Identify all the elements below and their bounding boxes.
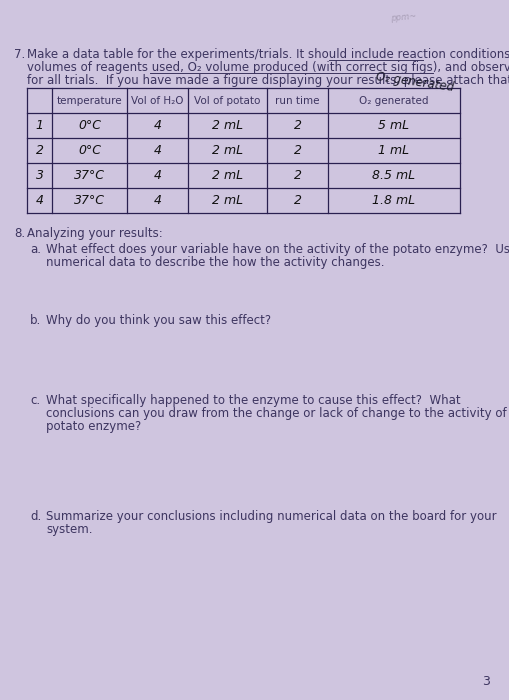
Text: 1: 1 bbox=[36, 119, 43, 132]
Text: 4: 4 bbox=[153, 144, 161, 157]
Text: a.: a. bbox=[30, 243, 41, 256]
Text: system.: system. bbox=[46, 523, 92, 536]
Text: b.: b. bbox=[30, 314, 41, 327]
Text: potato enzyme?: potato enzyme? bbox=[46, 420, 141, 433]
Text: What effect does your variable have on the activity of the potato enzyme?  Use: What effect does your variable have on t… bbox=[46, 243, 509, 256]
Text: volumes of reagents used, O₂ volume produced (with correct sig figs), and observ: volumes of reagents used, O₂ volume prod… bbox=[27, 61, 509, 74]
Text: O₂ generated: O₂ generated bbox=[358, 95, 428, 106]
Text: 2: 2 bbox=[36, 144, 43, 157]
Text: 2 mL: 2 mL bbox=[212, 144, 243, 157]
Text: O₂ generated: O₂ generated bbox=[374, 70, 454, 94]
Text: Summarize your conclusions including numerical data on the board for your: Summarize your conclusions including num… bbox=[46, 510, 496, 523]
Text: 37°C: 37°C bbox=[74, 194, 105, 207]
Text: temperature: temperature bbox=[56, 95, 122, 106]
Text: 4: 4 bbox=[153, 119, 161, 132]
Text: run time: run time bbox=[275, 95, 319, 106]
Text: 2: 2 bbox=[293, 169, 301, 182]
Text: 2 mL: 2 mL bbox=[212, 119, 243, 132]
Text: 8.5 mL: 8.5 mL bbox=[372, 169, 415, 182]
Text: for all trials.  If you have made a figure displaying your results, please attac: for all trials. If you have made a figur… bbox=[27, 74, 509, 87]
Text: 4: 4 bbox=[153, 194, 161, 207]
Text: 2: 2 bbox=[293, 119, 301, 132]
Text: 5 mL: 5 mL bbox=[378, 119, 409, 132]
Text: 1 mL: 1 mL bbox=[378, 144, 409, 157]
Text: Vol of potato: Vol of potato bbox=[194, 95, 260, 106]
Text: 2: 2 bbox=[293, 144, 301, 157]
Text: c.: c. bbox=[30, 394, 40, 407]
Text: 37°C: 37°C bbox=[74, 169, 105, 182]
Text: 1.8 mL: 1.8 mL bbox=[372, 194, 415, 207]
Text: 7.: 7. bbox=[14, 48, 25, 61]
Text: 0°C: 0°C bbox=[78, 144, 101, 157]
Text: conclusions can you draw from the change or lack of change to the activity of th: conclusions can you draw from the change… bbox=[46, 407, 509, 420]
Text: d.: d. bbox=[30, 510, 41, 523]
Text: numerical data to describe the how the activity changes.: numerical data to describe the how the a… bbox=[46, 256, 384, 269]
Text: Why do you think you saw this effect?: Why do you think you saw this effect? bbox=[46, 314, 271, 327]
Text: 2: 2 bbox=[293, 194, 301, 207]
Text: 4: 4 bbox=[153, 169, 161, 182]
Text: 2 mL: 2 mL bbox=[212, 194, 243, 207]
Text: 0°C: 0°C bbox=[78, 119, 101, 132]
Text: 2 mL: 2 mL bbox=[212, 169, 243, 182]
Text: 4: 4 bbox=[36, 194, 43, 207]
Text: ppm~: ppm~ bbox=[389, 12, 416, 23]
Text: 3: 3 bbox=[481, 675, 489, 688]
Text: 8.: 8. bbox=[14, 227, 25, 240]
Text: 3: 3 bbox=[36, 169, 43, 182]
Text: Analyzing your results:: Analyzing your results: bbox=[27, 227, 162, 240]
Text: Vol of H₂O: Vol of H₂O bbox=[131, 95, 183, 106]
Text: Make a data table for the experiments/trials. It should include reaction conditi: Make a data table for the experiments/tr… bbox=[27, 48, 509, 61]
Text: What specifically happened to the enzyme to cause this effect?  What: What specifically happened to the enzyme… bbox=[46, 394, 460, 407]
